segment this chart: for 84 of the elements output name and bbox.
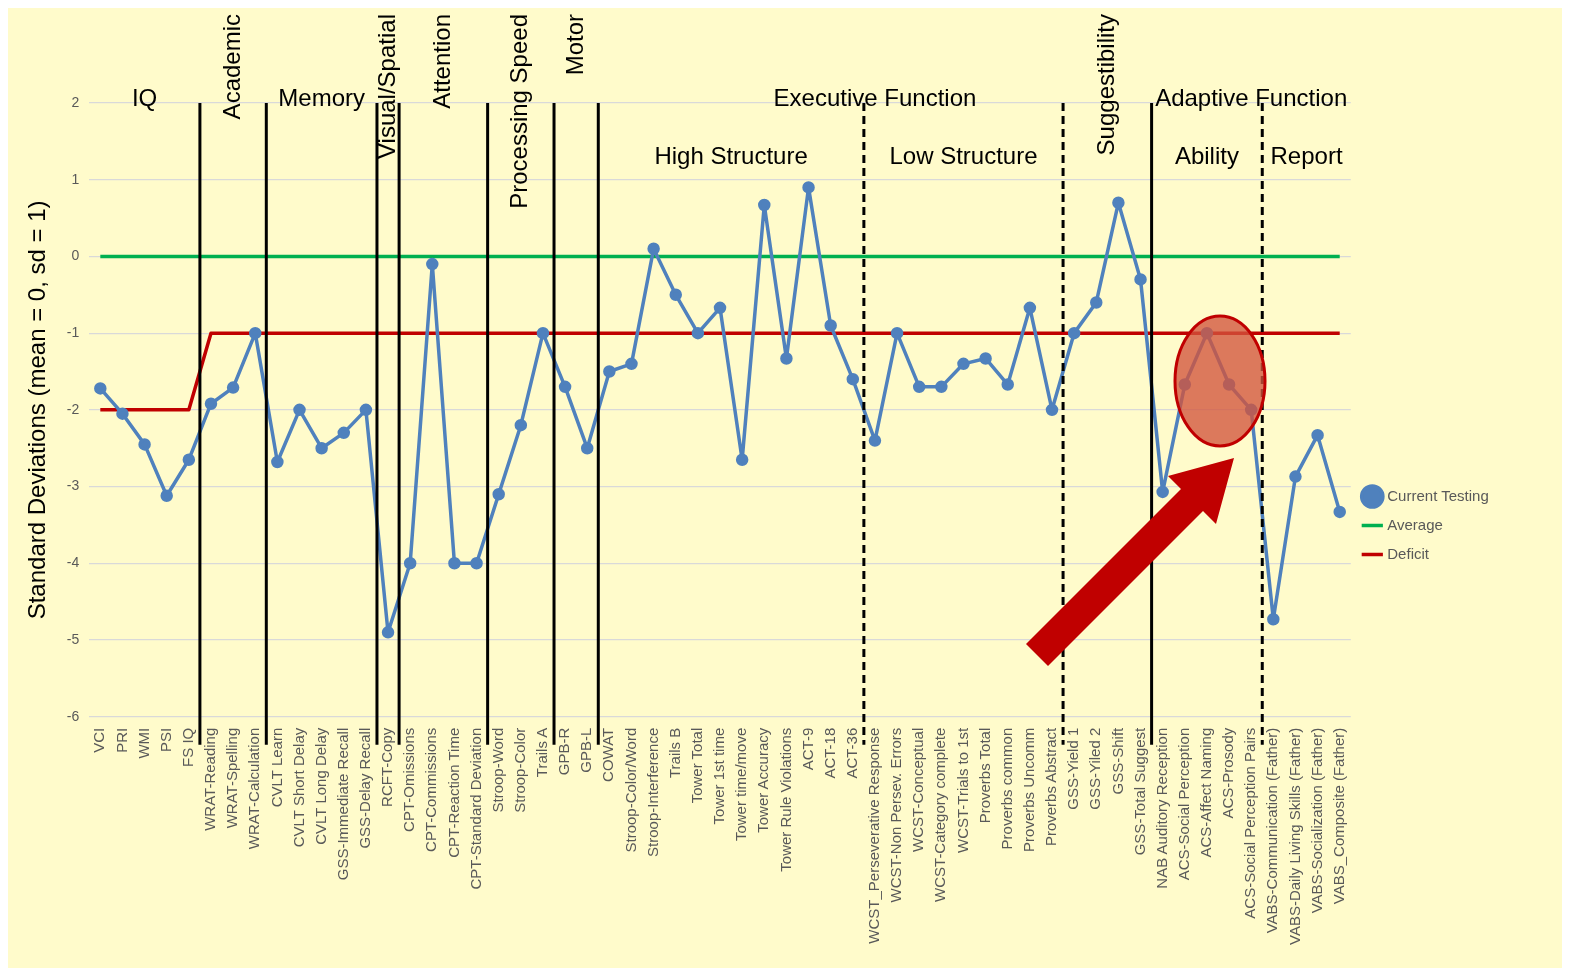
x-tick-label: Stroop-Word [488,727,506,813]
x-tick-label: Tower Total [688,727,706,804]
x-tick-label: Tower Rule Violations [776,727,794,872]
x-tick-label: WMI [134,727,152,759]
x-tick-label: VABS-Daily Living Skills (Father) [1285,727,1303,945]
x-tick-label: ACT-18 [820,727,838,779]
x-tick-label: WCST-Category complete [931,727,949,902]
x-tick-label: CPT-Omissions [400,727,418,832]
legend-label: Deficit [1387,544,1430,562]
x-tick-label: VABS-Communication (Father) [1263,727,1281,934]
x-tick-label: Stroop-Color [510,727,528,813]
x-tick-label: ACT-9 [798,727,816,771]
text: Motor [560,14,588,76]
x-tick-label: Stroop-Interference [643,727,661,857]
x-tick-label: Proverbs Total [975,727,993,824]
annotation: IQ [131,84,158,111]
x-tick-label: GSS-Yiled 2 [1086,727,1104,810]
annotation: Visual/Spatial [372,14,400,159]
annotation: Executive Function [773,84,977,111]
x-tick-label: CVLT Learn [267,727,285,808]
x-tick-label: CPT-Reaction Time [444,727,462,858]
annotation: Memory [278,84,365,111]
x-tick-label: GSS-Shift [1108,726,1126,795]
x-tick-label: VCI [90,727,108,753]
annotation: Processing Speed [505,14,533,209]
annotation: High Structure [654,142,808,169]
x-tick-label: NAB Auditory Reception [1152,727,1170,889]
x-tick-label: GSS-Delay Recall [356,727,374,849]
x-tick-label: CVLT Long Delay [311,727,329,845]
x-tick-label: VABS_Composite (Father) [1329,727,1347,905]
x-tick-label: WCST_Perseverative Response [865,727,883,944]
x-tick-label: VABS-Socialization (Father) [1307,727,1325,914]
x-tick-label: WCST-Trials to 1st [953,726,971,854]
x-tick-label: GSS-Total Suggest [1130,726,1148,856]
x-tick-label: Proverbs Abstract [1042,726,1060,847]
annotation: Ability [1174,142,1239,169]
x-tick-label: WRAT-Reading [201,727,219,831]
annotation: Academic [217,14,245,120]
y-tick-label: 1 [71,170,80,187]
x-tick-label: CPT-Commissions [422,727,440,852]
annotation: Suggestibility [1091,14,1119,156]
x-tick-label: WRAT-Calculation [245,727,263,850]
x-tick-label: CPT-Standard Deviation [466,727,484,890]
y-tick-label: -3 [66,477,80,494]
x-tick-label: Tower Accuracy [754,727,772,833]
x-tick-label: PSI [156,727,174,752]
y-tick-label: -1 [66,324,80,340]
x-tick-label: ACS-Social Perception [1174,727,1192,881]
x-tick-label: FS IQ [178,727,196,767]
annotation: Report [1270,142,1343,169]
y-tick-label: -5 [66,630,80,647]
y-axis-title: Standard Deviations (mean = 0, sd = 1) [23,200,51,620]
x-tick-label: ACT-36 [842,727,860,779]
y-tick-label: -2 [66,400,80,417]
x-tick-label: ACS-Affect Naming [1197,727,1215,858]
annotation: Adaptive Function [1155,84,1348,111]
x-tick-label: GPB-L [577,727,595,773]
x-tick-label: GPB-R [555,727,573,776]
annotation: Attention [427,14,455,109]
x-tick-label: WRAT-Spelling [223,727,241,829]
x-tick-label: COWAT [599,727,617,782]
y-tick-label: 0 [71,247,80,264]
x-tick-label: Tower 1st time [710,727,728,825]
legend-label: Current Testing [1387,486,1489,504]
x-tick-label: WCST-Conceptual [909,727,927,852]
annotation: Low Structure [889,142,1038,169]
x-tick-label: Trails B [665,727,683,778]
x-tick-label: ACS-Social Perception Pairs [1241,727,1259,919]
y-tick-label: 2 [71,93,80,110]
y-tick-label: -6 [66,707,80,724]
x-tick-label: Proverbs Uncomm [1020,727,1038,852]
x-tick-label: RCFT-Copy [378,727,396,807]
x-tick-label: GSS-Immediate Recall [333,727,351,881]
x-tick-label: ACS-Prosody [1219,727,1237,819]
y-tick-label: -4 [66,554,80,571]
x-tick-label: Proverbs common [997,727,1015,850]
x-tick-label: PRI [112,727,130,753]
x-tick-label: CVLT Short Delay [289,727,307,848]
x-tick-label: Tower time/move [732,727,750,842]
legend-label: Average [1387,515,1443,533]
x-tick-label: Trails A [533,727,551,778]
x-tick-label: GSS-Yield 1 [1064,727,1082,810]
x-tick-label: WCST-Non Persev. Errors [887,727,905,903]
x-tick-label: Stroop-Color/Word [621,727,639,853]
